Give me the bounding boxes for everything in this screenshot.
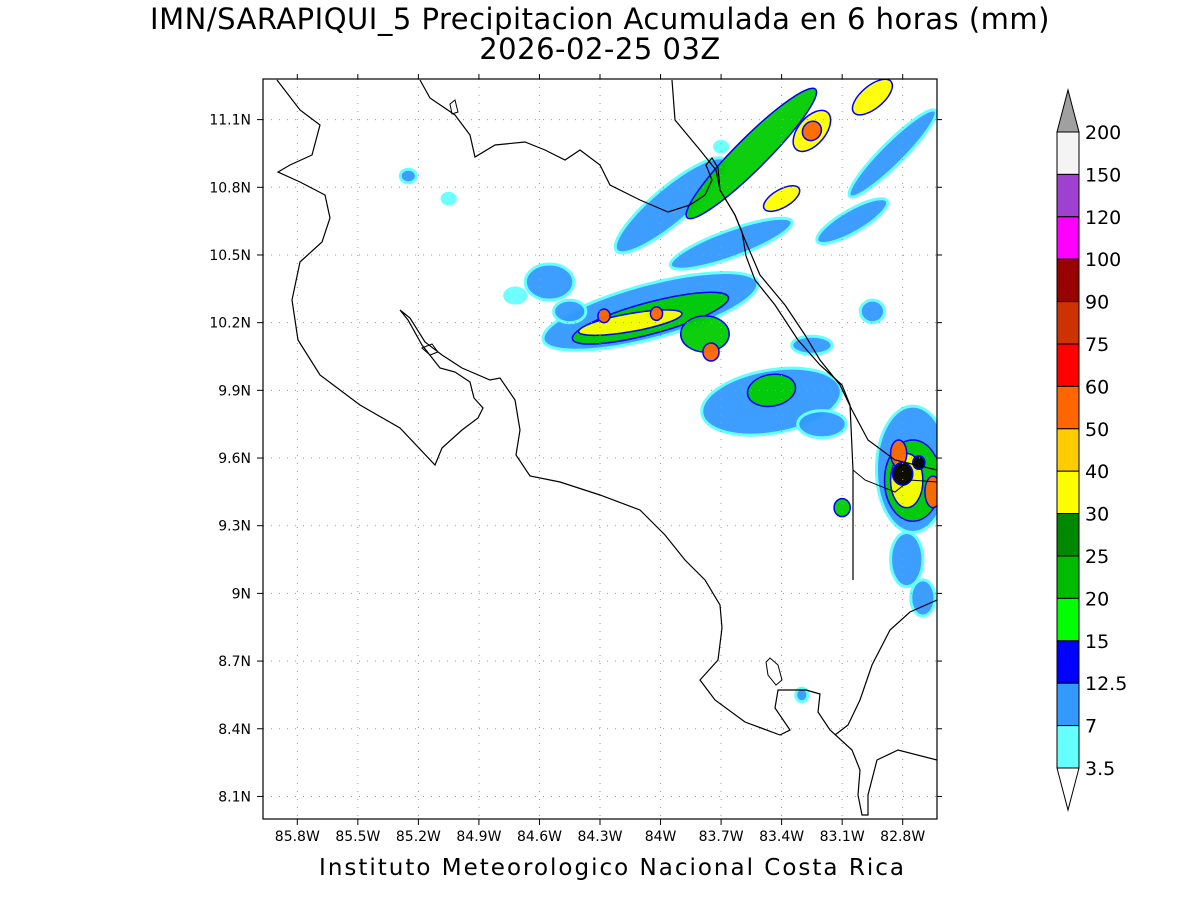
coastline-panama-south [834,599,937,736]
footer-institution: Instituto Meteorologico Nacional Costa R… [319,855,906,881]
legend-value-label: 20 [1085,588,1109,610]
legend-value-label: 50 [1085,419,1109,441]
legend-value-label: 60 [1085,376,1109,398]
rain-cell [746,373,797,408]
rain-cell [702,342,720,362]
map-datetime: 2026-02-25 03Z [479,32,721,66]
legend-value-label: 75 [1085,334,1109,356]
lat-tick-label: 8.7N [218,654,251,670]
plot-frame [262,78,938,820]
rain-cell [762,185,801,213]
legend-swatch [1056,640,1080,684]
rain-cell [851,79,894,116]
rain-cell [597,308,611,324]
rain-cell [889,530,925,589]
rain-cell [523,262,576,302]
rain-cell [398,167,418,185]
graticule [263,79,937,819]
color-legend: 200 150 120 100 90 75 60 50 40 30 25 20 15 12.5 7 3.5 [1056,88,1127,812]
rain-cell [847,108,937,199]
rain-cell [552,298,588,325]
rain-cell [685,87,818,220]
legend-value-label: 120 [1085,207,1121,229]
rain-cell [713,139,730,154]
rain-cell [796,409,848,440]
lat-tick-label: 11.1N [209,113,251,129]
coastline [276,79,937,816]
legend-value-label: 3.5 [1085,758,1115,780]
legend-swatch [1056,428,1080,472]
lon-tick-label: 84.6W [517,829,562,845]
legend-value-label: 12.5 [1085,673,1127,695]
lon-tick-label: 84W [645,829,677,845]
lat-tick-label: 9.9N [218,383,251,399]
lon-tick-label: 82.8W [880,829,925,845]
lat-tick-label: 9.3N [218,519,251,535]
legend-value-label: 200 [1085,122,1121,144]
legend-arrow-top [1056,88,1080,133]
legend-swatch [1056,301,1080,345]
rain-cell [649,306,664,322]
legend-value-label: 90 [1085,292,1109,314]
legend-swatch [1056,725,1080,769]
legend-swatch [1056,258,1080,303]
legend-swatch [1056,385,1080,430]
coastline-north-pacific [276,79,937,816]
lon-tick-label: 85.8W [275,829,320,845]
legend-value-label: 15 [1085,631,1109,653]
legend-swatch [1056,470,1080,515]
legend-swatch [1056,682,1080,727]
lat-tick-label: 8.4N [218,722,251,738]
rain-cell [833,497,851,518]
coastline-gulf-island [421,343,439,356]
legend-value-label: 100 [1085,249,1121,271]
map-title: IMN/SARAPIQUI_5 Precipitacion Acumulada … [150,2,1050,36]
coastline-caribbean [671,79,937,471]
precipitation-layer [398,79,937,704]
rain-cell [790,334,834,356]
legend-arrow-bottom [1056,767,1080,812]
rain-cell [801,120,823,142]
rain-cell [815,197,890,246]
legend-swatch [1056,597,1080,642]
coastline-osa-island [765,657,783,686]
lat-tick-label: 9.6N [218,451,251,467]
rain-cell [924,475,937,509]
legend-value-label: 25 [1085,546,1109,568]
lon-tick-label: 83.1W [820,829,865,845]
legend-value-label: 40 [1085,461,1109,483]
legend-swatch [1056,131,1080,175]
rain-cell [909,578,937,618]
rain-cell [440,191,457,206]
legend-swatch [1056,343,1080,387]
legend-value-label: 7 [1085,716,1097,738]
legend-swatch [1056,216,1080,260]
legend-value-label: 150 [1085,164,1121,186]
axis-ticks: 85.8W 85.5W 85.2W 84.9W 84.6W 84.3W 84W 83.7W 83… [209,74,942,845]
legend-swatch [1056,555,1080,599]
rain-cell [858,298,887,325]
lon-tick-label: 84.9W [456,829,501,845]
lon-tick-label: 84.3W [577,829,622,845]
lat-tick-label: 8.1N [218,789,251,805]
legend-value-label: 30 [1085,504,1109,526]
lat-tick-label: 9N [232,586,251,602]
rain-cell [668,216,794,271]
lon-tick-label: 85.2W [396,829,441,845]
rain-cell [891,461,914,486]
lat-tick-label: 10.8N [209,180,251,196]
legend-swatch [1056,513,1080,557]
lat-tick-label: 10.2N [209,316,251,332]
rain-cell [794,686,810,704]
lon-tick-label: 83.4W [759,829,804,845]
coastline-nicaragua-lake [419,79,854,580]
legend-swatch [1056,173,1080,218]
coastline-lake-island [449,99,459,115]
lon-tick-label: 85.5W [335,829,380,845]
coastline-border-south [852,469,937,493]
lat-tick-label: 10.5N [209,248,251,264]
lon-tick-label: 83.7W [699,829,744,845]
rain-cell [503,286,528,305]
